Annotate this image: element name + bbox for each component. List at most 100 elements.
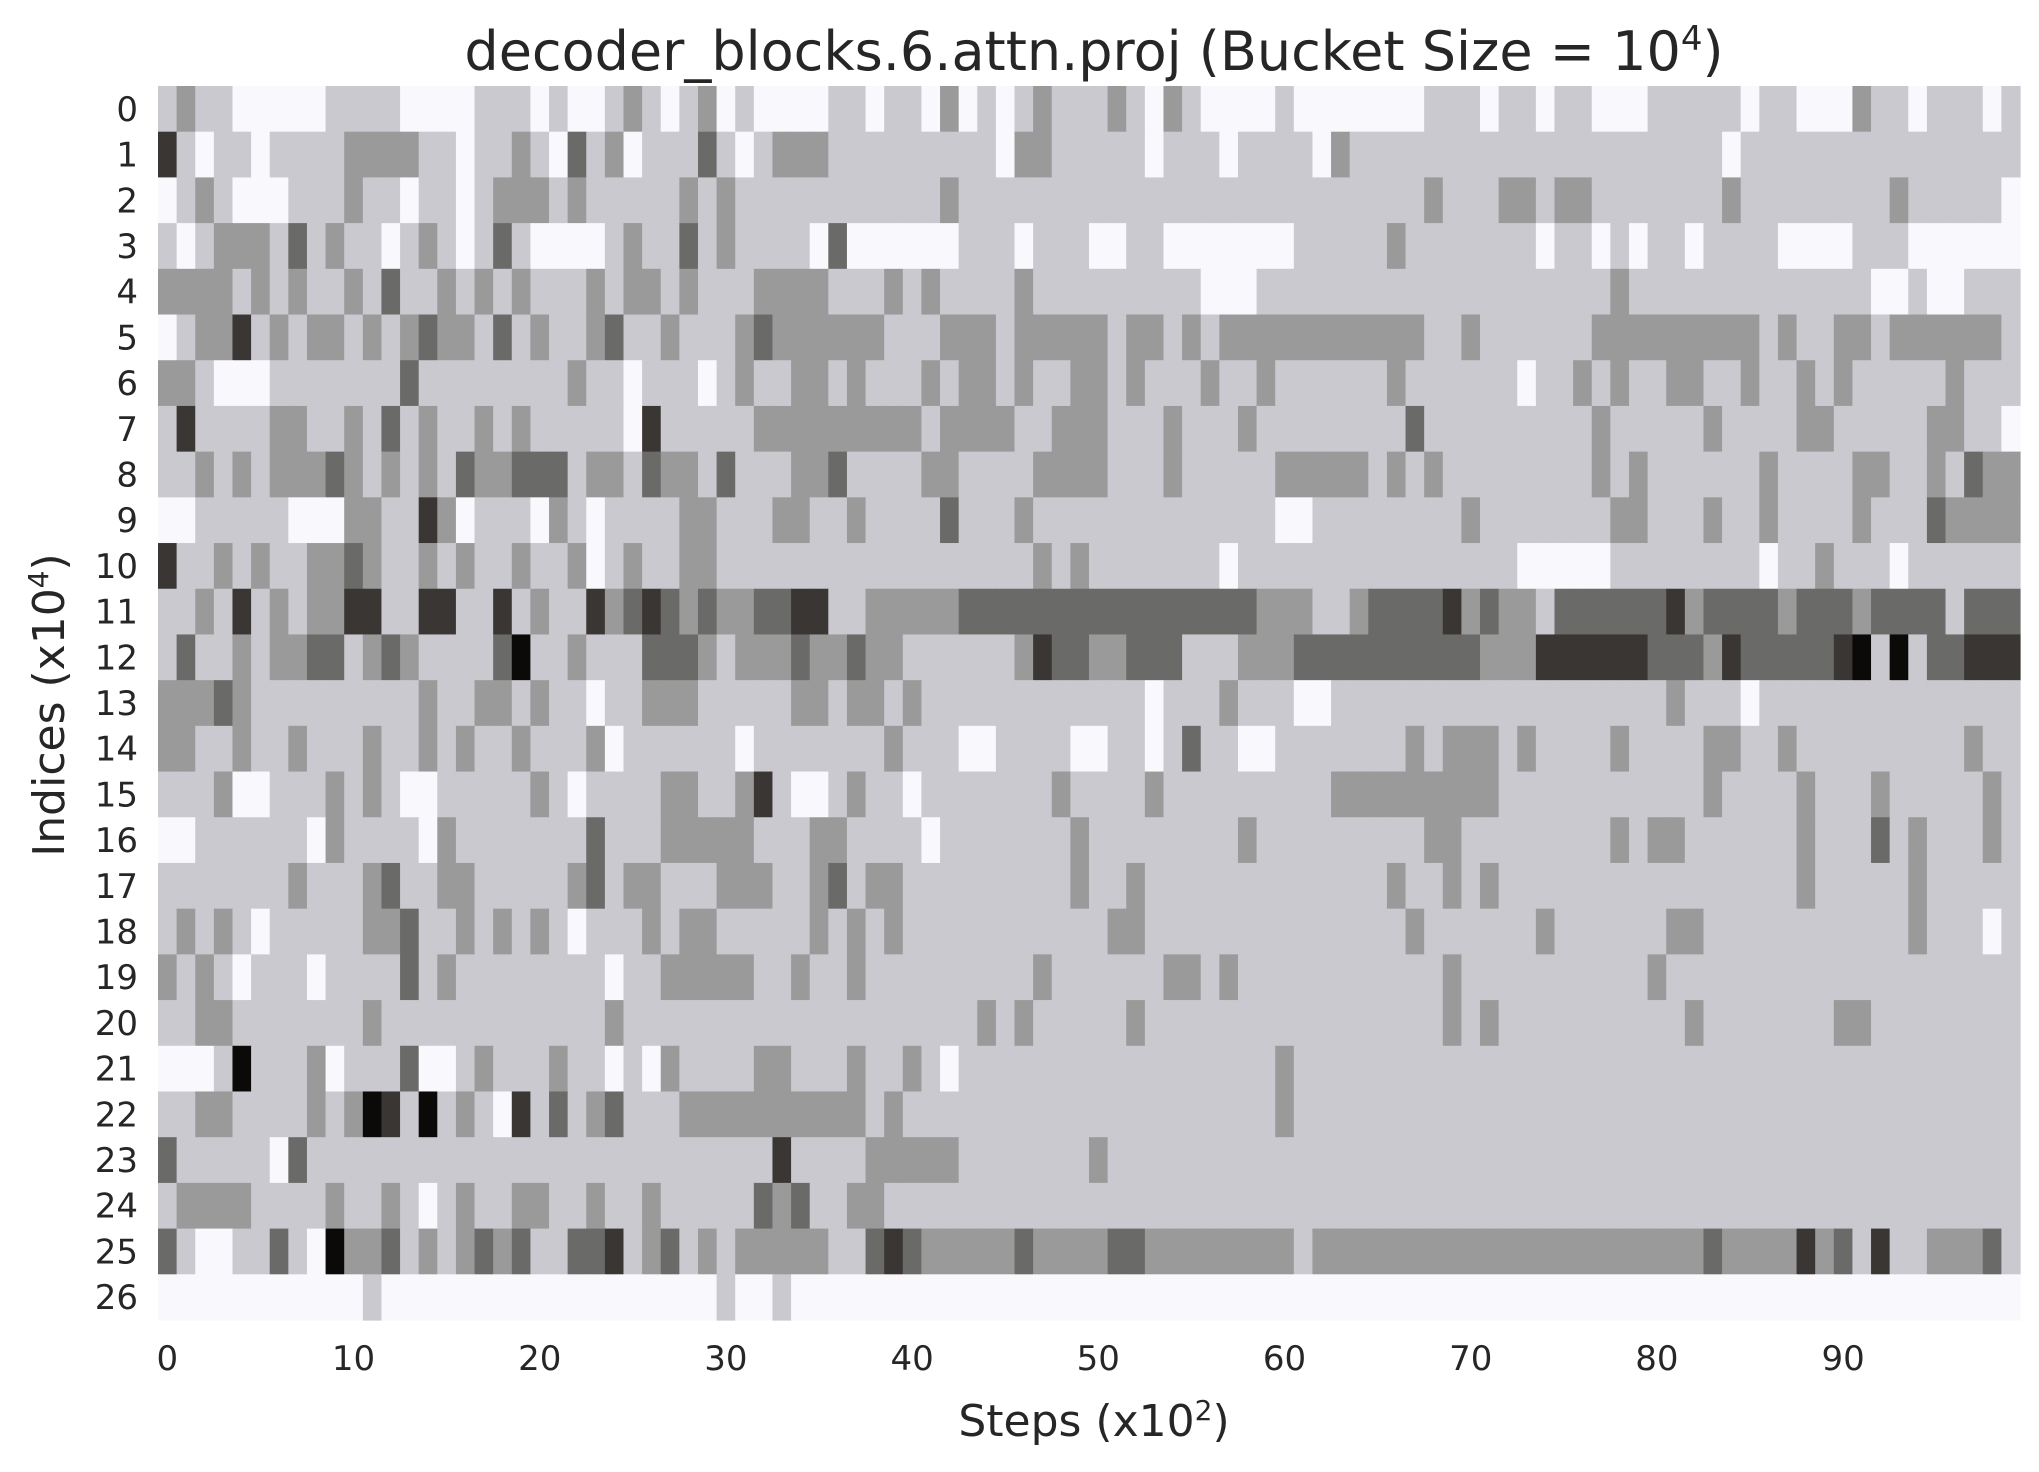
heatmap-cell <box>1200 405 1220 453</box>
heatmap-cell <box>511 1274 531 1321</box>
heatmap-cell <box>1647 131 1667 178</box>
heatmap-cell <box>1107 86 1127 133</box>
heatmap-cell <box>884 177 904 224</box>
heatmap-cell <box>1889 177 1909 224</box>
heatmap-cell <box>753 223 774 270</box>
y-tick-label: 22 <box>95 1095 138 1135</box>
heatmap-cell <box>1275 1228 1295 1275</box>
heatmap-cell <box>1945 634 1965 681</box>
heatmap-cell <box>1349 954 1369 1001</box>
heatmap-cell <box>1480 817 1500 864</box>
heatmap-cell <box>642 817 662 864</box>
heatmap-cell <box>1442 954 1462 1001</box>
heatmap-cell <box>623 131 643 178</box>
x-tick-labels: 0 10 20 30 40 50 60 70 80 90 <box>156 1339 1864 1379</box>
heatmap-cell <box>995 360 1016 407</box>
heatmap-cell <box>791 1000 811 1047</box>
heatmap-cell <box>1219 314 1239 361</box>
heatmap-cell <box>995 314 1016 361</box>
heatmap-cell <box>1182 908 1202 955</box>
heatmap-cell <box>846 954 867 1001</box>
heatmap-cell <box>1051 1228 1071 1275</box>
heatmap-cell <box>846 131 867 178</box>
heatmap-cell <box>865 1045 885 1093</box>
heatmap-cell <box>1517 1274 1537 1321</box>
heatmap-cell <box>716 680 736 727</box>
heatmap-cell <box>604 131 625 178</box>
heatmap-cell <box>995 908 1016 955</box>
heatmap-cell <box>995 862 1016 910</box>
heatmap-cell <box>902 177 923 224</box>
heatmap-cell <box>1852 451 1872 498</box>
heatmap-cell <box>1014 360 1034 407</box>
heatmap-cell <box>1424 588 1444 636</box>
heatmap-cell <box>1554 177 1574 224</box>
heatmap-cell <box>1964 177 1984 224</box>
heatmap-cell <box>1107 451 1127 498</box>
heatmap-cell <box>1647 268 1667 316</box>
heatmap-cell <box>1628 1091 1649 1138</box>
heatmap-cell <box>158 725 178 773</box>
heatmap-cell <box>1796 1182 1816 1230</box>
heatmap-cell <box>828 817 848 864</box>
heatmap-cell <box>158 223 178 270</box>
heatmap-cell <box>865 405 885 453</box>
heatmap-cell <box>1796 588 1816 636</box>
heatmap-cell <box>1610 954 1630 1001</box>
heatmap-cell <box>1144 817 1165 864</box>
heatmap-cell <box>1089 223 1109 270</box>
heatmap-cell <box>1740 1137 1760 1184</box>
heatmap-cell <box>753 497 774 544</box>
heatmap-cell <box>1331 86 1351 133</box>
heatmap-cell <box>1964 1182 1984 1230</box>
heatmap-cell <box>1442 1091 1462 1138</box>
heatmap-cell <box>474 1182 494 1230</box>
heatmap-cell <box>679 1182 699 1230</box>
heatmap-cell <box>1107 1274 1127 1321</box>
heatmap-cell <box>1573 1000 1593 1047</box>
heatmap-cell <box>1591 908 1611 955</box>
heatmap-cell <box>530 1274 550 1321</box>
heatmap-cell <box>1424 131 1444 178</box>
heatmap-cell <box>195 451 215 498</box>
heatmap-cell <box>846 680 867 727</box>
heatmap-cell <box>772 1045 792 1093</box>
heatmap-cell <box>604 634 625 681</box>
heatmap-cell <box>400 1137 420 1184</box>
y-tick-label: 16 <box>95 821 138 861</box>
heatmap-cell <box>1964 680 1984 727</box>
heatmap-cell <box>1349 862 1369 910</box>
heatmap-cell <box>1200 954 1220 1001</box>
heatmap-cell <box>1554 908 1574 955</box>
heatmap-cell <box>1182 360 1202 407</box>
heatmap-cell <box>1126 1228 1146 1275</box>
heatmap-cell <box>623 451 643 498</box>
heatmap-cell <box>1759 86 1779 133</box>
heatmap-cell <box>623 817 643 864</box>
heatmap-cell <box>232 588 252 636</box>
heatmap-cell <box>1908 1000 1928 1047</box>
heatmap-cell <box>735 451 755 498</box>
heatmap-cell <box>362 1274 383 1321</box>
heatmap-cell <box>1908 405 1928 453</box>
heatmap-cell <box>921 131 941 178</box>
heatmap-cell <box>902 131 923 178</box>
heatmap-cell <box>1480 268 1500 316</box>
heatmap-cell <box>493 817 513 864</box>
heatmap-cell <box>344 314 364 361</box>
heatmap-cell <box>1945 908 1965 955</box>
heatmap-cell <box>1237 634 1258 681</box>
heatmap-cell <box>1405 360 1425 407</box>
heatmap-cell <box>1945 405 1965 453</box>
heatmap-cell <box>1144 223 1165 270</box>
heatmap-cell <box>753 908 774 955</box>
heatmap-cell <box>1945 1137 1965 1184</box>
heatmap-cell <box>1517 1137 1537 1184</box>
y-tick-label: 6 <box>116 364 138 404</box>
heatmap-cell <box>902 634 923 681</box>
heatmap-cell <box>1051 451 1071 498</box>
heatmap-cell <box>642 1045 662 1093</box>
heatmap-cell <box>1275 360 1295 407</box>
heatmap-cell <box>809 862 829 910</box>
heatmap-cell <box>1312 497 1332 544</box>
